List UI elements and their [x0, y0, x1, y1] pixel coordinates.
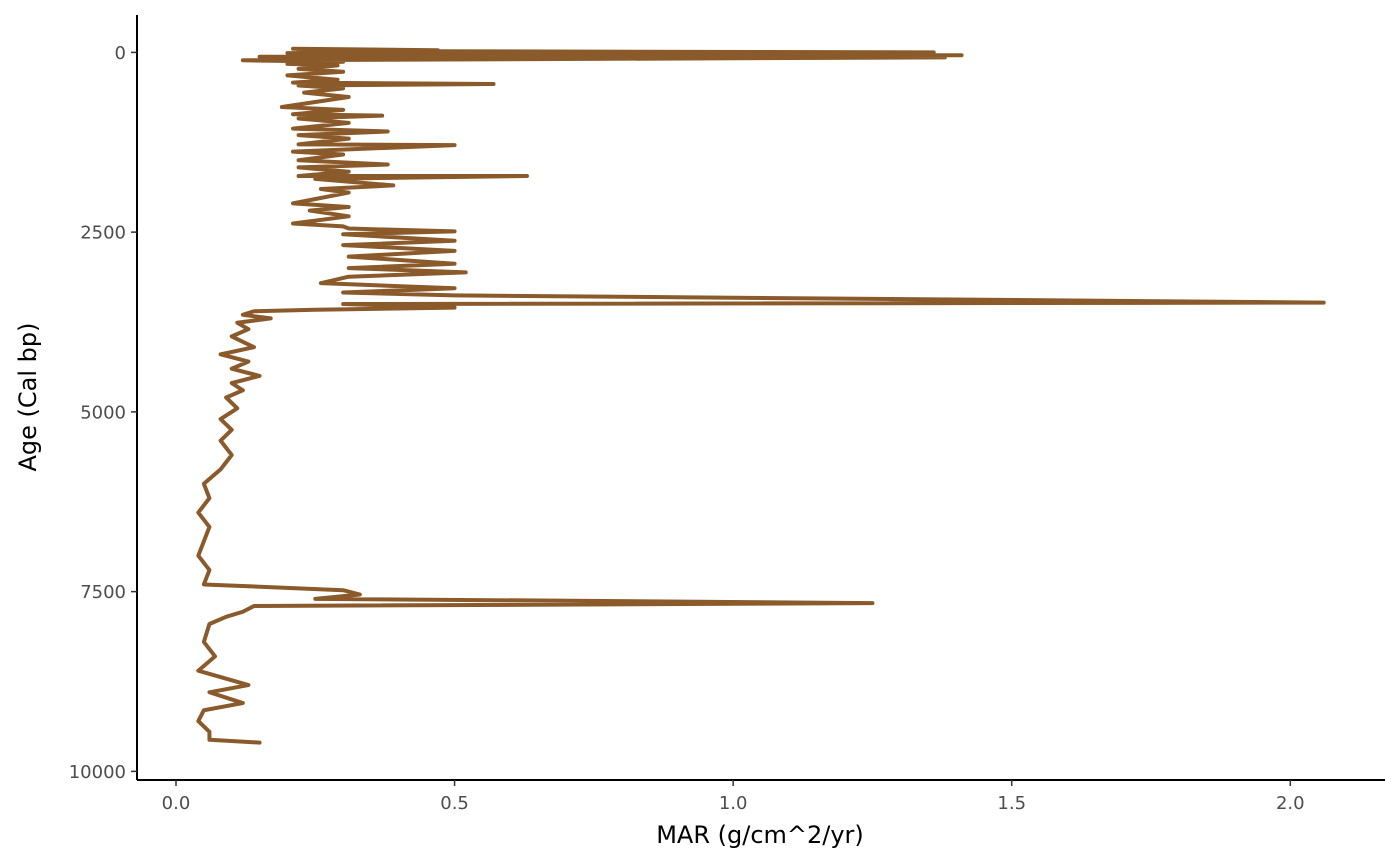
- x-tick-label: 1.0: [719, 793, 748, 814]
- y-axis-title: Age (Cal bp): [14, 322, 42, 471]
- y-tick-label: 10000: [69, 762, 126, 783]
- y-tick-label: 7500: [80, 582, 126, 603]
- y-axis: 0 2500 5000 7500 10000: [69, 15, 138, 783]
- x-axis-title: MAR (g/cm^2/yr): [656, 821, 864, 849]
- x-tick-label: 1.5: [997, 793, 1026, 814]
- data-layer: [196, 46, 1326, 745]
- x-tick-label: 0.5: [440, 793, 469, 814]
- y-tick-label: 2500: [80, 223, 126, 244]
- x-tick-label: 2.0: [1276, 793, 1305, 814]
- x-tick-label: 0.0: [162, 793, 191, 814]
- series-line-0: [196, 46, 1326, 745]
- y-tick-label: 5000: [80, 402, 126, 423]
- x-axis: 0.0 0.5 1.0 1.5 2.0: [137, 779, 1385, 814]
- y-tick-label: 0: [115, 43, 126, 64]
